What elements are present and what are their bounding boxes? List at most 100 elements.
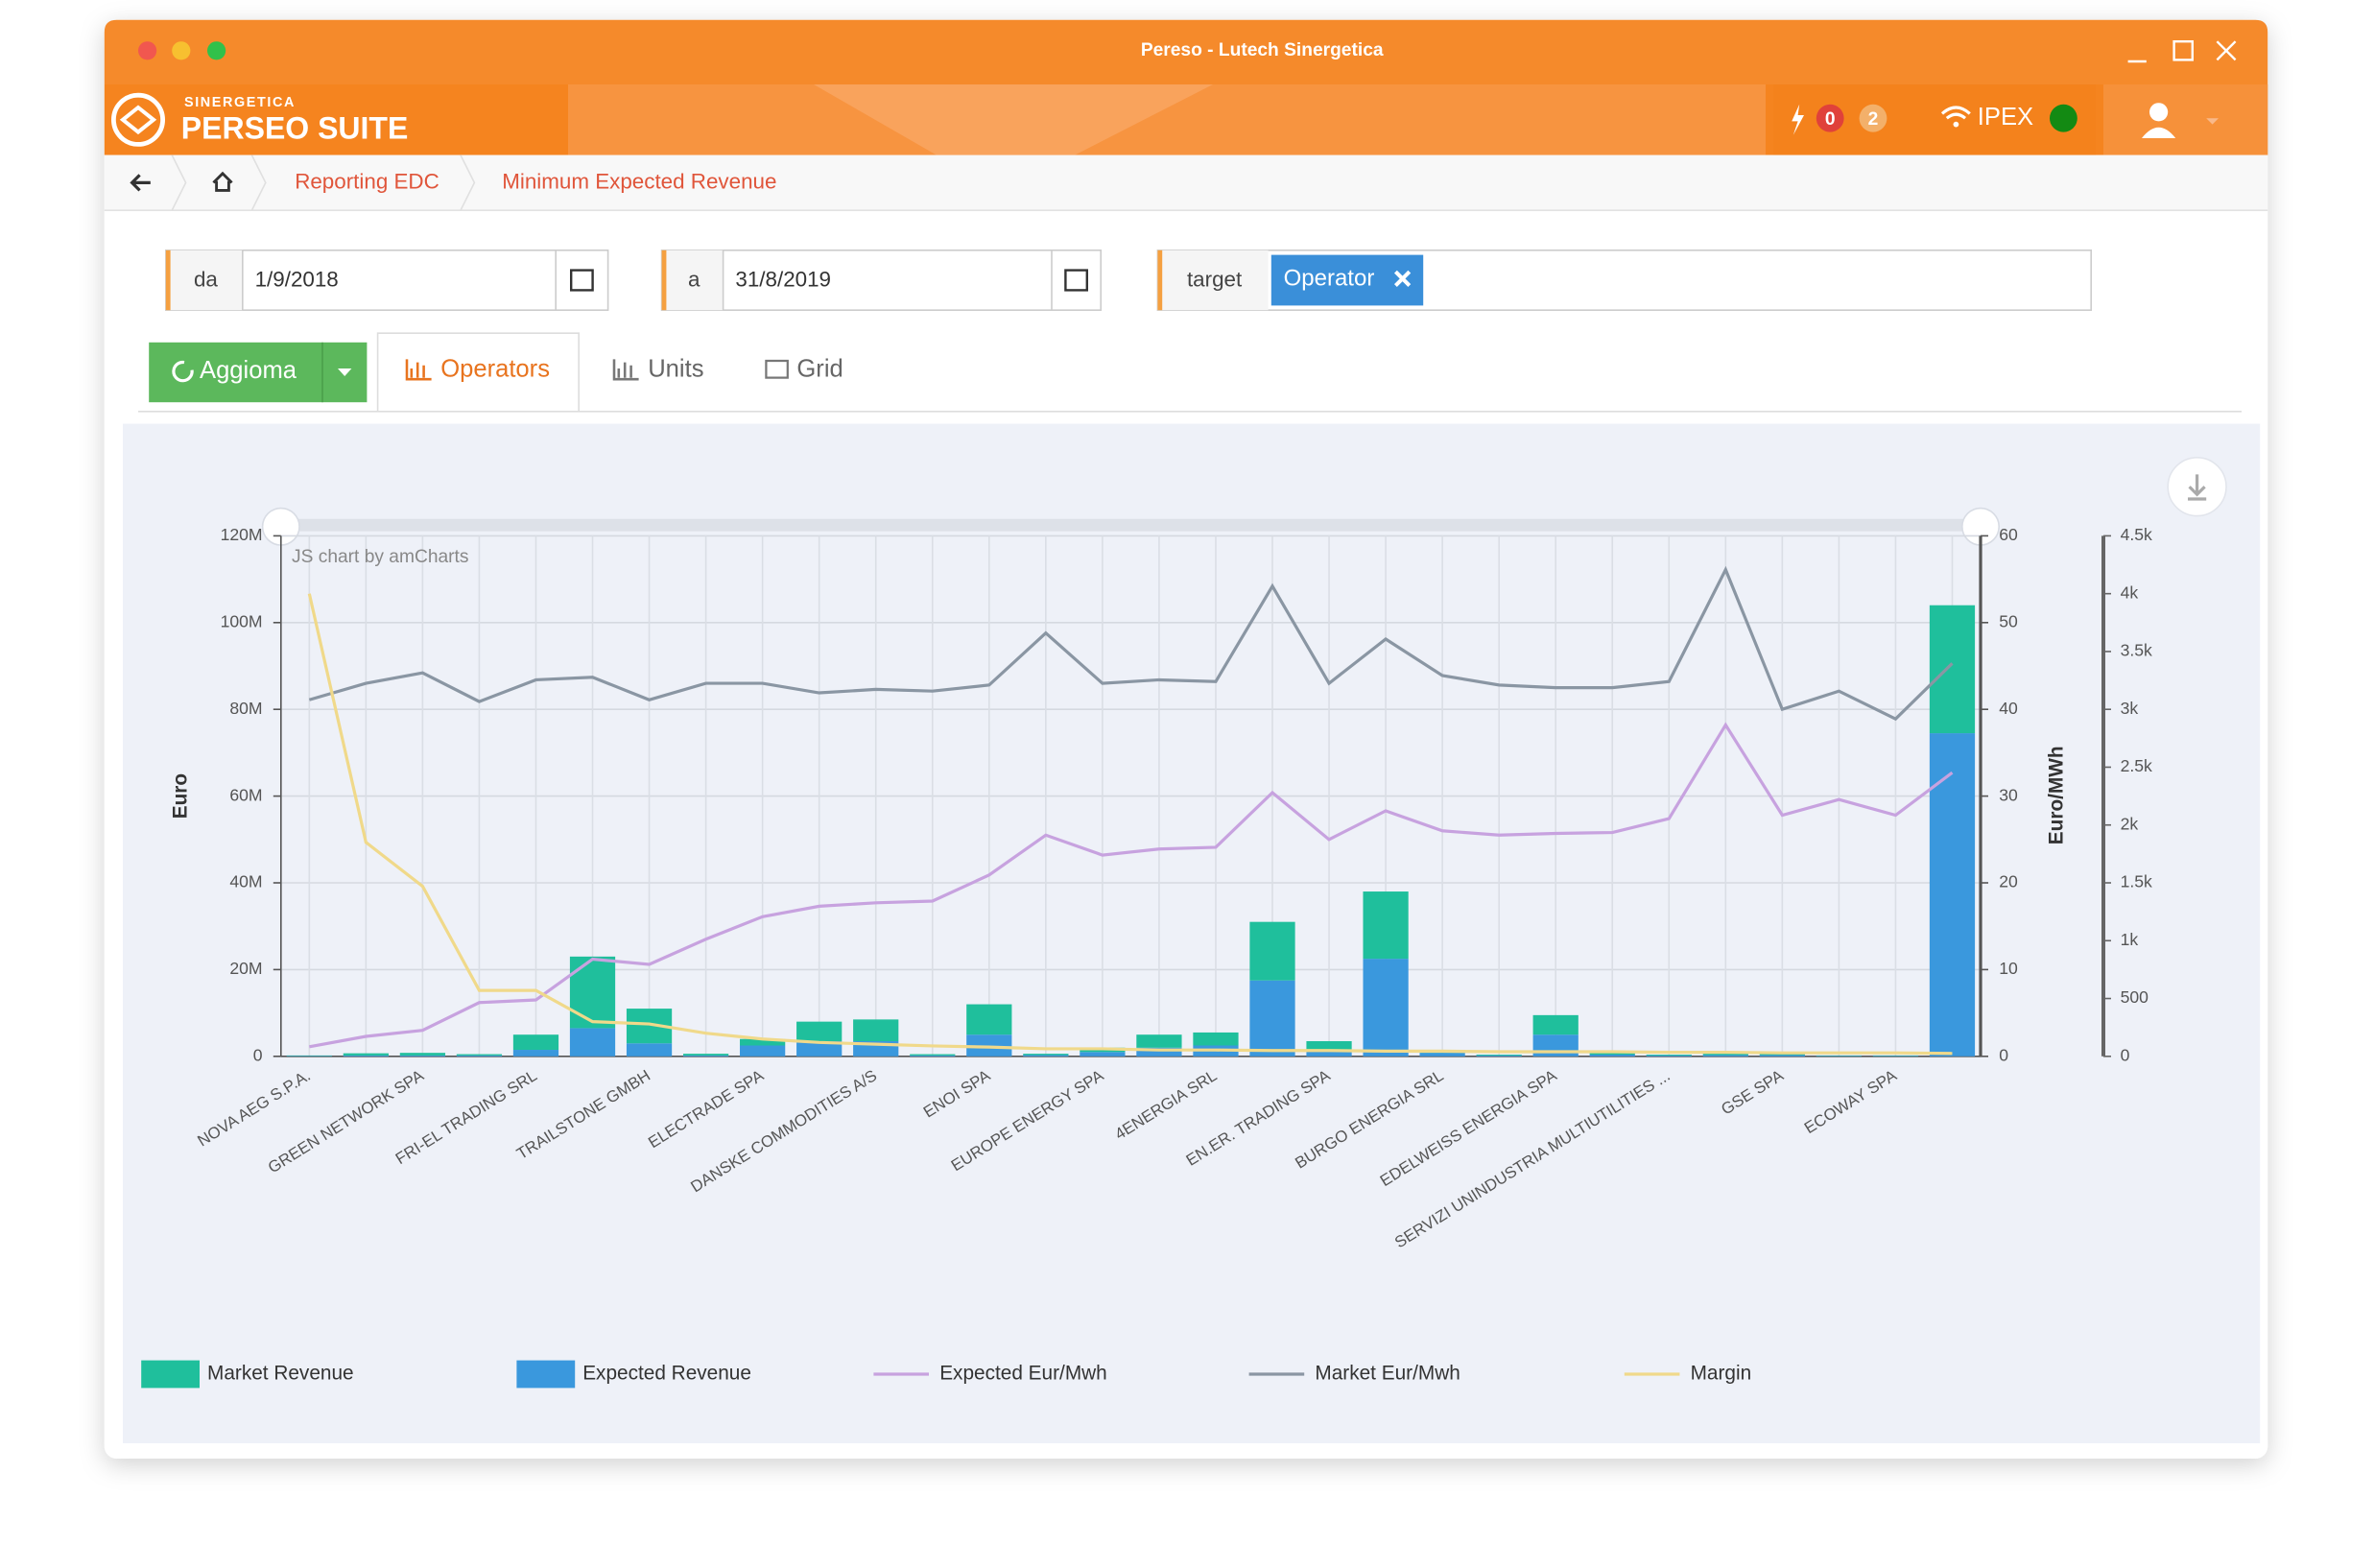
- bar: [569, 1028, 616, 1057]
- y2-axis-title: Euro/MWh: [2046, 746, 2068, 844]
- window-controls[interactable]: [2127, 40, 2237, 63]
- tab-icon: [405, 359, 432, 381]
- bar: [910, 1055, 956, 1057]
- date-input[interactable]: 1/9/2018: [255, 268, 339, 292]
- minimize-dot[interactable]: [172, 41, 191, 60]
- bar: [1193, 1032, 1239, 1046]
- logo: [111, 92, 165, 147]
- y-tick-label: 120M: [221, 525, 263, 544]
- breadcrumb-item[interactable]: Reporting EDC: [295, 169, 439, 193]
- field-label: target: [1187, 268, 1243, 292]
- y2-tick-label: 20: [1999, 872, 2018, 891]
- tab[interactable]: Grid: [796, 355, 843, 382]
- alerts-red-badge[interactable]: [1816, 104, 1844, 132]
- target-filter: target Operator: [1156, 249, 2092, 311]
- tab[interactable]: Operators: [440, 355, 550, 382]
- bar: [1136, 1034, 1182, 1048]
- y-axis-title: Euro: [169, 773, 191, 819]
- wifi-dot: [1953, 121, 1959, 128]
- bar: [796, 1021, 843, 1041]
- user-caret[interactable]: [2206, 118, 2219, 125]
- tab-icon: [612, 359, 639, 381]
- bar: [1702, 1055, 1748, 1057]
- alerts-orange-badge[interactable]: [1859, 104, 1887, 132]
- bar: [1306, 1050, 1352, 1057]
- bar: [512, 1050, 559, 1057]
- bar: [399, 1053, 446, 1056]
- y3-tick-label: 1.5k: [2121, 872, 2152, 891]
- date-from: da 1/9/2018: [165, 249, 609, 311]
- date-input[interactable]: 31/8/2019: [735, 268, 831, 292]
- market-status: [2050, 104, 2077, 132]
- date-to: a 31/8/2019: [660, 249, 1102, 311]
- calendar-button[interactable]: [1064, 269, 1089, 292]
- y3-tick-label: 0: [2121, 1045, 2130, 1064]
- y3-tick-label: 500: [2121, 987, 2149, 1007]
- bar: [966, 1034, 1012, 1057]
- home-button[interactable]: [212, 171, 233, 192]
- bar: [626, 1043, 673, 1057]
- bar: [1759, 1055, 1805, 1057]
- breadcrumb-separators: [171, 154, 476, 211]
- bar: [1136, 1047, 1182, 1057]
- bar: [1532, 1014, 1579, 1035]
- breadcrumb-item[interactable]: Minimum Expected Revenue: [502, 169, 776, 193]
- alerts-orange: 2: [1868, 109, 1879, 130]
- bar: [1702, 1054, 1748, 1056]
- bar: [910, 1054, 956, 1056]
- line: [309, 722, 1954, 1049]
- legend-swatch[interactable]: [141, 1360, 200, 1389]
- y-tick-label: 20M: [229, 959, 262, 978]
- tag-remove[interactable]: [1393, 270, 1412, 288]
- legend-label[interactable]: Margin: [1691, 1363, 1752, 1385]
- refresh-button[interactable]: [149, 342, 368, 403]
- zoom-dot[interactable]: [207, 41, 226, 60]
- field-label-bg: [661, 249, 724, 311]
- field-label: a: [688, 268, 700, 292]
- tab-icon: [765, 359, 789, 379]
- close-dot[interactable]: [138, 41, 157, 60]
- legend-label[interactable]: Market Revenue: [207, 1363, 354, 1385]
- legend-label[interactable]: Expected Eur/Mwh: [939, 1363, 1107, 1385]
- field-accent: [165, 249, 171, 311]
- user-head[interactable]: [2149, 103, 2169, 122]
- brand-top: SINERGETICA: [184, 95, 296, 110]
- bar: [1306, 1040, 1352, 1051]
- user-body[interactable]: [2142, 127, 2176, 138]
- y-tick-label: 40M: [229, 872, 262, 891]
- legend-label[interactable]: Expected Revenue: [582, 1363, 751, 1385]
- user-area[interactable]: [2103, 84, 2268, 155]
- y-tick-label: 80M: [229, 699, 262, 718]
- bar: [1929, 733, 1976, 1057]
- header-shape: [814, 84, 1213, 155]
- refresh-icon: [172, 360, 194, 383]
- dropdown-caret[interactable]: [338, 368, 352, 376]
- field-frame: [660, 249, 1102, 311]
- tab[interactable]: Units: [648, 355, 703, 382]
- y3-tick-label: 1k: [2121, 930, 2139, 949]
- legend-label[interactable]: Market Eur/Mwh: [1315, 1363, 1460, 1385]
- logo-mark: [119, 105, 157, 135]
- bar: [1589, 1053, 1635, 1055]
- bar: [1023, 1054, 1069, 1056]
- window-title: Pereso - Lutech Sinergetica: [1141, 40, 1384, 60]
- bar: [1363, 891, 1409, 960]
- bar: [1646, 1054, 1692, 1056]
- back-button[interactable]: [130, 174, 151, 192]
- bar: [569, 956, 616, 1029]
- y2-tick-label: 50: [1999, 611, 2018, 630]
- y3-tick-label: 3.5k: [2121, 641, 2152, 660]
- bar: [1476, 1054, 1522, 1056]
- y-tick-label: 0: [253, 1045, 263, 1064]
- target-tag[interactable]: [1270, 254, 1424, 306]
- bar: [853, 1019, 899, 1041]
- alerts-red: 0: [1825, 109, 1836, 130]
- bar: [796, 1040, 843, 1057]
- legend-swatch[interactable]: [516, 1360, 576, 1389]
- calendar-button[interactable]: [570, 269, 594, 292]
- tab-active[interactable]: [376, 332, 580, 412]
- alerts-icon[interactable]: [1792, 104, 1804, 135]
- chart-credit: JS chart by amCharts: [292, 547, 468, 567]
- brand: PERSEO SUITE: [181, 110, 408, 145]
